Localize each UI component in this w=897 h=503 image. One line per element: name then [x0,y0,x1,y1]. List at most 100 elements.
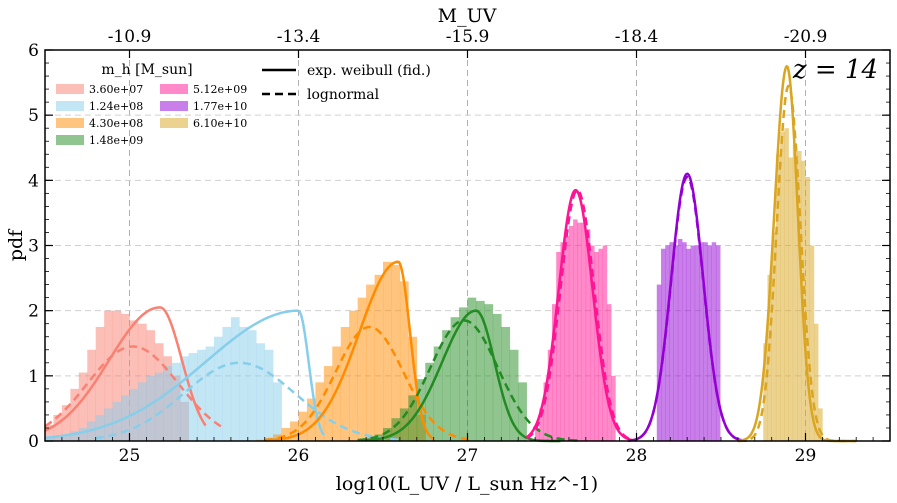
histogram-bar [775,154,781,441]
histogram-bar [205,346,215,441]
histogram-bar [340,326,350,441]
top-x-tick-label: -13.4 [277,27,321,47]
histogram-bar [560,242,565,441]
histogram-bar [391,418,401,441]
histogram-bar [665,245,670,441]
histogram-bar [70,431,80,441]
histogram-bar [577,222,582,441]
histogram-bar [163,366,173,441]
lognormal-curve [357,319,578,442]
histogram-bar [146,375,156,441]
histogram-bar [87,349,96,441]
histogram-bar [45,424,54,441]
lognormal-curve [526,188,637,442]
top-x-tick-label: -15.9 [446,27,490,47]
histogram-bar [602,245,608,441]
histogram-bar [383,261,392,441]
axes: 25 26 27 28 29 -10.9 -13.4 -15.9 -18.4 -20.9 0 1 2 3 4… [28,27,891,466]
top-x-tick-label: -10.9 [108,27,152,47]
histogram-bar [154,372,164,441]
histogram-bar [585,229,591,441]
y-tick-label: 2 [28,302,39,322]
histogram-bar [703,242,708,441]
legend-label: 1.24e+08 [89,100,143,113]
histogram-bar [594,252,599,441]
histogram-bar [281,427,291,441]
fit-curves [44,64,857,443]
histogram-bar [784,128,789,441]
legend-label: 6.10e+10 [193,117,247,130]
histogram-bar [306,398,316,441]
histogram-bar [349,310,358,441]
histogram-bar [70,388,80,441]
histogram-bar [459,307,468,441]
histogram-bar [256,343,265,441]
histogram-bar [129,320,139,441]
histogram-bar [399,408,409,441]
histogram-bar [699,242,704,441]
x-tick-label: 28 [626,446,648,466]
lognormal-curve [264,325,468,442]
weibull-curve [627,172,747,442]
y-tick-label: 1 [28,367,39,387]
y-tick-label: 3 [28,237,39,257]
histogram-bar [598,248,603,441]
histogram-bar [61,405,71,441]
histogram-bar [45,437,54,441]
histogram-bar [715,245,721,441]
histogram-bar [771,232,777,441]
histogram-bar [673,245,679,441]
histogram-bar [606,304,612,441]
histogram-bar [590,245,595,441]
histogram-bar [366,284,375,441]
y-tick-label: 4 [28,171,39,191]
y-tick-label: 0 [28,432,39,452]
histogram-bar [581,222,587,441]
legend-swatch [56,118,84,128]
histogram-bar [78,427,88,441]
legend-swatch [56,84,84,94]
histogram-bar [95,326,105,441]
weibull-curve [44,306,207,432]
histogram-bar [669,242,674,441]
histogram-bar [682,242,687,441]
legend-swatch [56,135,84,145]
histogram-bar [552,304,557,441]
histogram-bar [104,310,113,441]
legend-title: m_h [M_sun] [101,62,192,78]
histogram-bar [564,235,570,441]
histogram-bar [809,245,815,441]
histogram-bar [805,177,811,441]
histogram-bar [467,297,477,441]
histogram-bar [78,372,88,441]
weibull-curve [44,309,325,440]
weibull-curve [264,260,435,442]
y-tick-label: 6 [28,41,39,61]
legend-label: 4.30e+08 [89,117,143,130]
histogram-bar [813,323,819,441]
lognormal-curve [44,345,224,429]
histogram-bar [792,144,798,441]
histogram-bar [818,408,823,441]
histogram-bar [433,346,443,441]
histograms [45,128,823,442]
legend-label: 5.12e+09 [193,83,247,96]
histogram-bar [137,382,147,441]
x-axis-title: log10(L_UV / L_sun Hz^-1) [336,473,598,495]
histogram-bar [543,382,549,441]
histogram-bar [656,284,662,441]
legend-swatch [56,101,84,111]
histogram-bar [509,349,519,441]
histogram-bar [171,362,181,441]
redshift-annotation: z = 14 [792,55,878,85]
histogram-bar [442,330,451,441]
histogram-bar [332,346,342,441]
histogram-bar [214,336,223,441]
histogram-bar [53,414,63,441]
histogram-bar [797,151,802,441]
histogram-bar [475,300,485,441]
histogram-bar [547,349,553,441]
histogram-bar [556,252,561,441]
legend-swatch [160,84,188,94]
